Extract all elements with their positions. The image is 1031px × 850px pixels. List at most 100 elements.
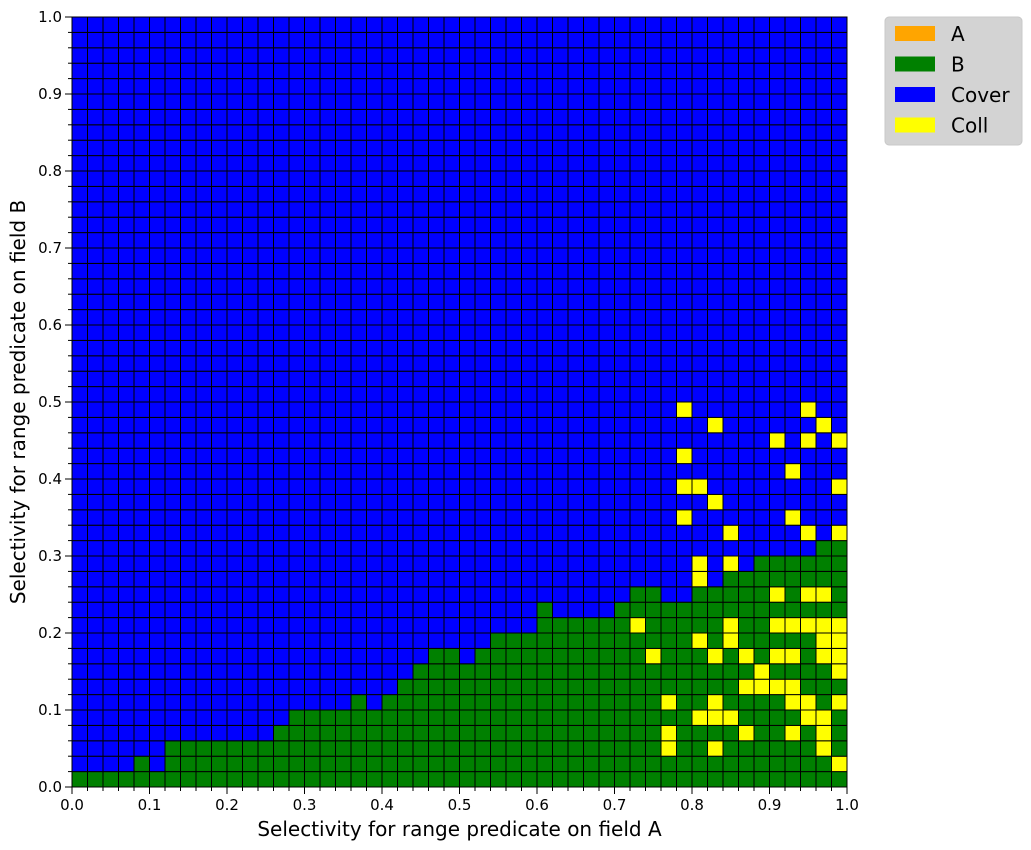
- heatmap-cell-cover: [614, 555, 631, 572]
- heatmap-cell-cover: [71, 108, 88, 126]
- heatmap-cell-cover: [443, 216, 460, 234]
- heatmap-cell-b: [645, 755, 662, 773]
- heatmap-cell-cover: [552, 93, 569, 110]
- heatmap-cell-cover: [521, 432, 538, 449]
- heatmap-cell-cover: [257, 62, 274, 80]
- heatmap-cell-cover: [505, 232, 522, 249]
- heatmap-cell-cover: [149, 740, 166, 757]
- heatmap-cell-coll: [784, 694, 801, 711]
- heatmap-cell-cover: [118, 108, 135, 126]
- heatmap-cell-cover: [428, 632, 445, 649]
- heatmap-cell-cover: [505, 370, 522, 388]
- heatmap-cell-cover: [707, 570, 724, 588]
- heatmap-cell-cover: [753, 432, 770, 449]
- heatmap-cell-b: [691, 724, 708, 742]
- heatmap-cell-cover: [490, 493, 507, 511]
- heatmap-cell-cover: [784, 124, 801, 141]
- heatmap-cell-cover: [149, 47, 166, 64]
- heatmap-cell-cover: [800, 247, 817, 264]
- heatmap-cell-cover: [226, 278, 243, 295]
- heatmap-cell-b: [598, 771, 615, 788]
- heatmap-cell-cover: [567, 216, 584, 234]
- heatmap-cell-cover: [753, 47, 770, 64]
- heatmap-cell-coll: [784, 463, 801, 480]
- heatmap-cell-cover: [118, 555, 135, 572]
- heatmap-cell-cover: [288, 47, 305, 64]
- heatmap-cell-cover: [381, 632, 398, 649]
- heatmap-cell-cover: [102, 632, 119, 649]
- heatmap-cell-cover: [102, 155, 119, 172]
- heatmap-cell-cover: [490, 386, 507, 403]
- heatmap-cell-cover: [273, 16, 290, 33]
- heatmap-cell-cover: [567, 478, 584, 495]
- heatmap-cell-cover: [567, 447, 584, 465]
- heatmap-cell-cover: [366, 555, 383, 572]
- heatmap-cell-coll: [645, 647, 662, 665]
- heatmap-cell-cover: [490, 524, 507, 542]
- heatmap-cell-cover: [304, 201, 321, 218]
- heatmap-cell-cover: [350, 232, 367, 249]
- heatmap-cell-cover: [273, 586, 290, 603]
- heatmap-cell-cover: [335, 370, 352, 388]
- heatmap-cell-cover: [335, 555, 352, 572]
- heatmap-cell-cover: [226, 678, 243, 696]
- heatmap-cell-cover: [614, 155, 631, 172]
- heatmap-cell-cover: [164, 170, 181, 187]
- heatmap-cell-cover: [149, 124, 166, 141]
- heatmap-cell-coll: [815, 586, 832, 603]
- heatmap-cell-b: [769, 601, 786, 619]
- heatmap-cell-cover: [567, 247, 584, 264]
- heatmap-cell-cover: [133, 709, 150, 726]
- heatmap-cell-cover: [226, 78, 243, 95]
- heatmap-cell-b: [676, 724, 693, 742]
- heatmap-cell-cover: [211, 632, 228, 649]
- heatmap-cell-b: [428, 740, 445, 757]
- heatmap-cell-b: [521, 755, 538, 773]
- heatmap-cell-cover: [567, 601, 584, 619]
- heatmap-cell-cover: [304, 339, 321, 357]
- heatmap-cell-cover: [226, 31, 243, 49]
- heatmap-cell-cover: [180, 586, 197, 603]
- heatmap-cell-b: [691, 678, 708, 696]
- heatmap-cell-cover: [195, 447, 212, 465]
- heatmap-cell-cover: [459, 432, 476, 449]
- heatmap-cell-cover: [87, 740, 104, 757]
- heatmap-cell-cover: [660, 47, 677, 64]
- heatmap-cell-cover: [412, 216, 429, 234]
- heatmap-cell-cover: [800, 463, 817, 480]
- heatmap-cell-b: [722, 663, 739, 680]
- heatmap-cell-b: [784, 570, 801, 588]
- heatmap-cell-cover: [676, 31, 693, 49]
- heatmap-cell-cover: [490, 617, 507, 634]
- heatmap-cell-cover: [474, 108, 491, 126]
- heatmap-cell-cover: [366, 108, 383, 126]
- heatmap-cell-cover: [164, 478, 181, 495]
- heatmap-cell-cover: [443, 262, 460, 280]
- heatmap-cell-cover: [629, 478, 646, 495]
- heatmap-cell-cover: [691, 432, 708, 449]
- heatmap-cell-cover: [753, 524, 770, 542]
- heatmap-cell-cover: [769, 401, 786, 418]
- heatmap-cell-cover: [459, 170, 476, 187]
- heatmap-cell-b: [753, 724, 770, 742]
- heatmap-cell-cover: [149, 386, 166, 403]
- heatmap-cell-cover: [614, 31, 631, 49]
- heatmap-cell-cover: [273, 170, 290, 187]
- heatmap-cell-b: [738, 771, 755, 788]
- heatmap-cell-cover: [195, 601, 212, 619]
- heatmap-cell-b: [180, 771, 197, 788]
- heatmap-cell-cover: [226, 694, 243, 711]
- heatmap-cell-cover: [180, 201, 197, 218]
- heatmap-cell-b: [335, 740, 352, 757]
- heatmap-cell-cover: [567, 570, 584, 588]
- heatmap-cell-cover: [707, 124, 724, 141]
- heatmap-cell-cover: [676, 170, 693, 187]
- heatmap-cell-cover: [133, 155, 150, 172]
- heatmap-cell-cover: [149, 632, 166, 649]
- heatmap-cell-cover: [536, 324, 553, 341]
- heatmap-cell-cover: [784, 155, 801, 172]
- heatmap-cell-cover: [722, 447, 739, 465]
- heatmap-cell-cover: [180, 617, 197, 634]
- heatmap-cell-cover: [536, 47, 553, 64]
- heatmap-cell-cover: [180, 694, 197, 711]
